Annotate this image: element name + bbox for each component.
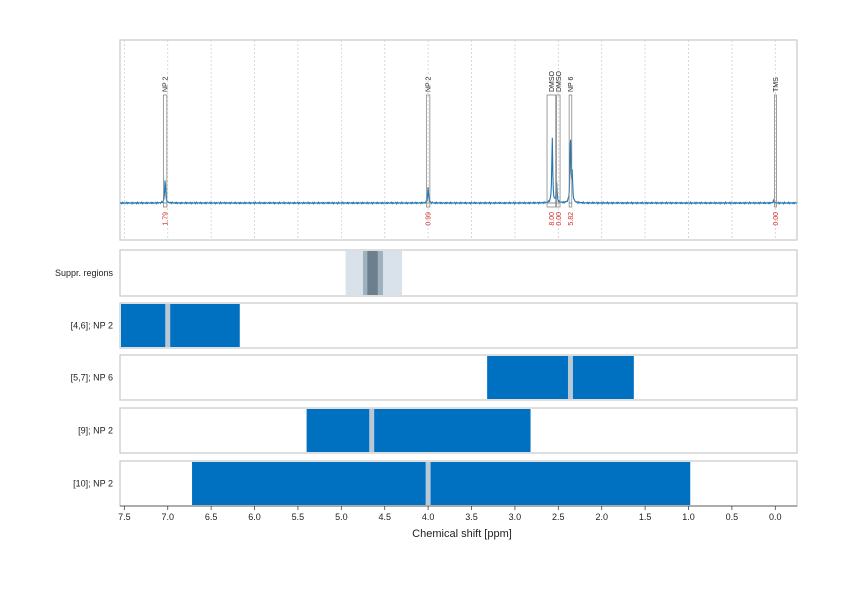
x-axis: 7.5 7.0 6.5 6.0 5.5 5.0 4.5 4.0 3.5 3.0 2.5 2.0 1.5 1… — [118, 505, 797, 522]
integral-box-3 — [556, 202, 561, 208]
region-row-label-3: [9]; NP 2 — [78, 426, 113, 436]
peak-label-4: NP 6 — [568, 76, 575, 92]
x-tick-label-8: 3.5 — [465, 512, 478, 522]
x-tick-label-14: 0.5 — [726, 512, 739, 522]
content-layer — [119, 94, 798, 505]
grid-layer — [123, 40, 776, 240]
integral-label-4: 5.82 — [568, 212, 575, 226]
x-tick-label-3: 6.0 — [248, 512, 261, 522]
region-4-0 — [192, 462, 691, 505]
integral-label-1: 0.99 — [426, 212, 433, 226]
spectrum-panel — [119, 39, 798, 241]
peak-label-2: DMSO — [549, 70, 556, 92]
peak-label-3: DMSO — [556, 70, 563, 92]
region-row-label-4: [10]; NP 2 — [73, 479, 113, 489]
x-tick-label-15: 0.0 — [769, 512, 782, 522]
spectrum-trace — [119, 137, 798, 206]
x-tick-label-1: 7.0 — [161, 512, 174, 522]
peak-label-5: TMS — [773, 77, 780, 92]
integral-box-5 — [774, 202, 777, 208]
x-axis-label: Chemical shift [ppm] — [412, 528, 512, 540]
x-tick-label-4: 5.5 — [292, 512, 305, 522]
peak-label-0: NP 2 — [163, 76, 170, 92]
x-tick-label-12: 1.5 — [639, 512, 652, 522]
region-2-0 — [487, 356, 634, 399]
x-tick-label-0: 7.5 — [118, 512, 131, 522]
x-tick-label-5: 5.0 — [335, 512, 348, 522]
region-0-2 — [367, 251, 378, 295]
integral-label-0: 1.79 — [163, 212, 170, 226]
integral-label-5: 0.00 — [773, 212, 780, 226]
integral-label-2: 8.00 — [549, 212, 556, 226]
integral-box-0 — [162, 202, 168, 208]
region-marker-4-0 — [425, 462, 431, 505]
peak-label-1: NP 2 — [426, 76, 433, 92]
x-tick-label-9: 3.0 — [509, 512, 522, 522]
x-tick-label-10: 2.5 — [552, 512, 565, 522]
integral-box-1 — [425, 202, 431, 208]
region-marker-1-0 — [165, 304, 171, 347]
x-tick-label-2: 6.5 — [205, 512, 218, 522]
region-marker-2-0 — [567, 356, 573, 399]
integral-box-4 — [568, 202, 573, 208]
integral-box-2 — [546, 202, 557, 208]
region-row-label-2: [5,7]; NP 6 — [71, 373, 113, 383]
region-row-panel-2 — [119, 354, 798, 401]
x-tick-label-6: 4.5 — [378, 512, 391, 522]
region-row-label-1: [4,6]; NP 2 — [71, 321, 113, 331]
region-3-0 — [306, 409, 531, 452]
region-1-0 — [121, 304, 240, 347]
integral-label-3: 0.00 — [556, 212, 563, 226]
x-tick-label-11: 2.0 — [595, 512, 608, 522]
region-row-label-0: Suppr. regions — [55, 268, 114, 278]
labels-layer: NP 2 1.79 NP 2 0.99 DMSO 8.00 DMSO 0.00 NP 6 5.82… — [55, 70, 780, 488]
region-marker-3-0 — [369, 409, 375, 452]
x-tick-label-7: 4.0 — [422, 512, 435, 522]
region-row-panel-0 — [119, 249, 798, 297]
x-tick-label-13: 1.0 — [682, 512, 695, 522]
